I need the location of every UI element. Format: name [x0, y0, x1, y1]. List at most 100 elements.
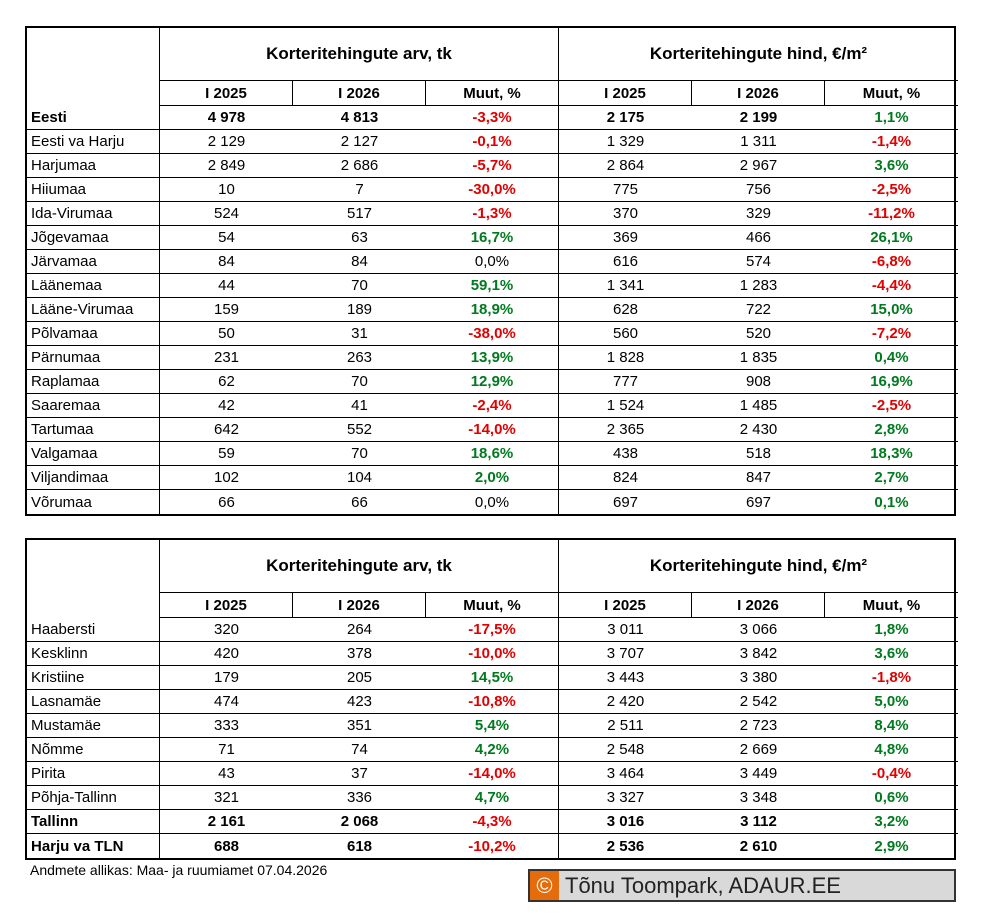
value-cell: 231: [160, 346, 293, 370]
value-cell: 1 283: [692, 274, 825, 298]
row-label: Läänemaa: [27, 274, 160, 298]
value-cell: 3 016: [559, 810, 692, 834]
change-cell: 2,8%: [825, 418, 958, 442]
value-cell: 70: [293, 274, 426, 298]
value-cell: 2 967: [692, 154, 825, 178]
row-label: Harjumaa: [27, 154, 160, 178]
value-cell: 2 068: [293, 810, 426, 834]
value-cell: 10: [160, 178, 293, 202]
value-cell: 54: [160, 226, 293, 250]
value-cell: 329: [692, 202, 825, 226]
change-cell: 18,3%: [825, 442, 958, 466]
value-cell: 37: [293, 762, 426, 786]
copyright-badge: © Tõnu Toompark, ADAUR.EE: [528, 869, 956, 902]
value-cell: 84: [293, 250, 426, 274]
value-cell: 560: [559, 322, 692, 346]
value-cell: 351: [293, 714, 426, 738]
value-cell: 44: [160, 274, 293, 298]
change-cell: -4,3%: [426, 810, 559, 834]
row-label: Nõmme: [27, 738, 160, 762]
value-cell: 3 842: [692, 642, 825, 666]
value-cell: 756: [692, 178, 825, 202]
value-cell: 263: [293, 346, 426, 370]
row-label: Hiiumaa: [27, 178, 160, 202]
change-cell: 16,7%: [426, 226, 559, 250]
value-cell: 628: [559, 298, 692, 322]
value-cell: 321: [160, 786, 293, 810]
row-label: Harju va TLN: [27, 834, 160, 858]
row-label: Jõgevamaa: [27, 226, 160, 250]
value-cell: 4 978: [160, 106, 293, 130]
value-cell: 1 341: [559, 274, 692, 298]
column-header: I 2025: [160, 593, 293, 618]
region-table: Korteritehingute arv, tk Korteritehingute…: [25, 26, 958, 516]
column-header: I 2025: [160, 81, 293, 106]
value-cell: 775: [559, 178, 692, 202]
column-header: I 2025: [559, 593, 692, 618]
row-label: Haabersti: [27, 618, 160, 642]
value-cell: 2 365: [559, 418, 692, 442]
column-header: Muut, %: [825, 81, 958, 106]
value-cell: 378: [293, 642, 426, 666]
value-cell: 264: [293, 618, 426, 642]
value-cell: 70: [293, 442, 426, 466]
value-cell: 524: [160, 202, 293, 226]
change-cell: -1,3%: [426, 202, 559, 226]
change-cell: 3,2%: [825, 810, 958, 834]
column-header: I 2026: [293, 81, 426, 106]
change-cell: 15,0%: [825, 298, 958, 322]
change-cell: 0,0%: [426, 250, 559, 274]
row-label: Viljandimaa: [27, 466, 160, 490]
change-cell: -5,7%: [426, 154, 559, 178]
value-cell: 7: [293, 178, 426, 202]
value-cell: 618: [346, 837, 373, 855]
value-cell: 2 511: [559, 714, 692, 738]
change-cell: -1,8%: [825, 666, 958, 690]
value-cell: 420: [160, 642, 293, 666]
change-cell: 5,4%: [426, 714, 559, 738]
value-cell: 574: [692, 250, 825, 274]
value-cell: 4 813: [293, 106, 426, 130]
row-label: Lääne-Virumaa: [27, 298, 160, 322]
row-label: Eesti: [27, 106, 160, 130]
value-cell: 2 536: [606, 837, 645, 855]
row-label: Põlvamaa: [27, 322, 160, 346]
value-cell: 2 420: [559, 690, 692, 714]
change-cell: 13,9%: [426, 346, 559, 370]
value-cell: 3 112: [692, 810, 825, 834]
value-cell: 3 380: [692, 666, 825, 690]
value-cell: 2 723: [692, 714, 825, 738]
group-header: Korteritehingute arv, tk: [160, 540, 559, 593]
value-cell: 3 707: [559, 642, 692, 666]
change-cell: -3,3%: [426, 106, 559, 130]
change-cell: 18,6%: [426, 442, 559, 466]
value-cell: 41: [293, 394, 426, 418]
change-cell: 4,8%: [825, 738, 958, 762]
value-cell: 688: [213, 837, 240, 855]
value-cell: 2 686: [293, 154, 426, 178]
change-cell: -1,4%: [825, 130, 958, 154]
value-cell: 2 610: [739, 837, 778, 855]
value-cell: 336: [293, 786, 426, 810]
change-cell: 5,0%: [825, 690, 958, 714]
change-cell: 0,0%: [426, 490, 559, 514]
value-cell: 518: [692, 442, 825, 466]
value-cell: 423: [293, 690, 426, 714]
source-note: Andmete allikas: Maa- ja ruumiamet 07.04…: [30, 862, 328, 878]
row-label: Järvamaa: [27, 250, 160, 274]
value-cell: 697: [612, 493, 639, 511]
value-cell: 847: [692, 466, 825, 490]
change-cell: 0,4%: [825, 346, 958, 370]
change-cell: -30,0%: [426, 178, 559, 202]
column-header: I 2026: [692, 593, 825, 618]
value-cell: 722: [692, 298, 825, 322]
value-cell: 320: [160, 618, 293, 642]
value-cell: 697: [745, 493, 772, 511]
change-cell: 59,1%: [426, 274, 559, 298]
change-cell: -7,2%: [825, 322, 958, 346]
value-cell: 3 443: [559, 666, 692, 690]
value-cell: 66: [351, 493, 368, 511]
value-cell: 2 161: [160, 810, 293, 834]
value-cell: 908: [692, 370, 825, 394]
